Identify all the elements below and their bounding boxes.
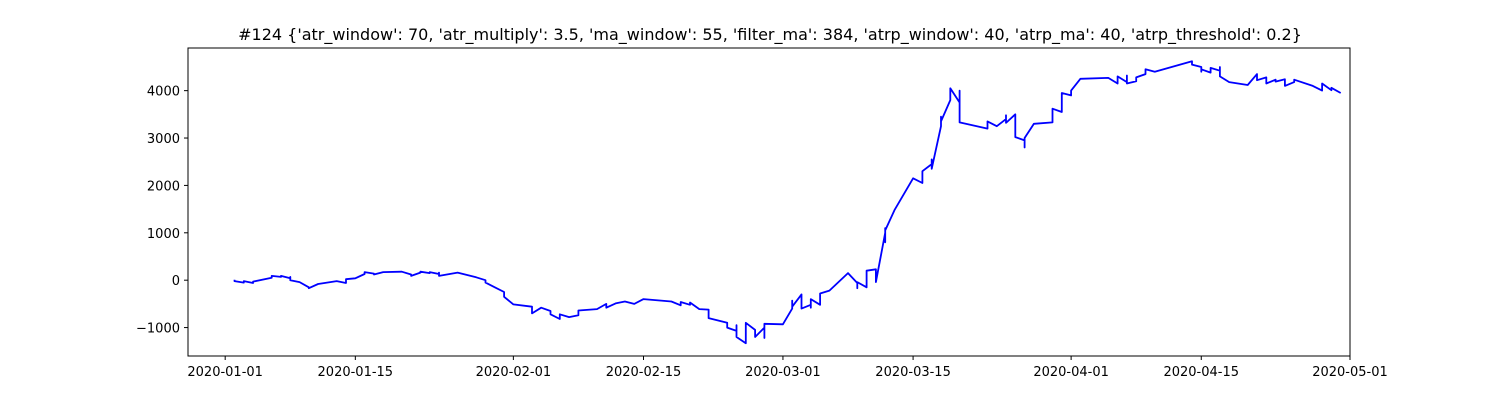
x-tick-label: 2020-04-15 <box>1163 365 1239 380</box>
x-tick-label: 2020-01-15 <box>318 365 394 380</box>
x-tick-label: 2020-05-01 <box>1312 365 1388 380</box>
axes-frame <box>187 47 1351 357</box>
series-line <box>233 60 1342 345</box>
series-group <box>233 60 1342 345</box>
x-tick-label: 2020-04-01 <box>1033 365 1109 380</box>
y-tick-label: 4000 <box>147 85 180 100</box>
plot-area: 2020-01-01 2020-01-15 2020-02-01 2020-02-15… <box>136 47 1388 380</box>
x-tick-label: 2020-02-01 <box>476 365 552 380</box>
y-tick-label: 1000 <box>147 227 180 242</box>
x-tick-label: 2020-03-15 <box>875 365 951 380</box>
y-tick-label: 0 <box>172 274 180 289</box>
x-tick-label: 2020-02-15 <box>606 365 682 380</box>
y-tick-label: 2000 <box>147 179 180 194</box>
x-axis: 2020-01-01 2020-01-15 2020-02-01 2020-02-15… <box>187 356 1388 380</box>
chart-title: #124 {'atr_window': 70, 'atr_multiply': … <box>238 25 1302 45</box>
x-tick-label: 2020-01-01 <box>187 365 263 380</box>
x-tick-label: 2020-03-01 <box>745 365 821 380</box>
y-axis: −1000 0 1000 2000 3000 4000 <box>136 85 188 337</box>
y-tick-label: 3000 <box>147 132 180 147</box>
y-tick-label: −1000 <box>136 322 180 337</box>
